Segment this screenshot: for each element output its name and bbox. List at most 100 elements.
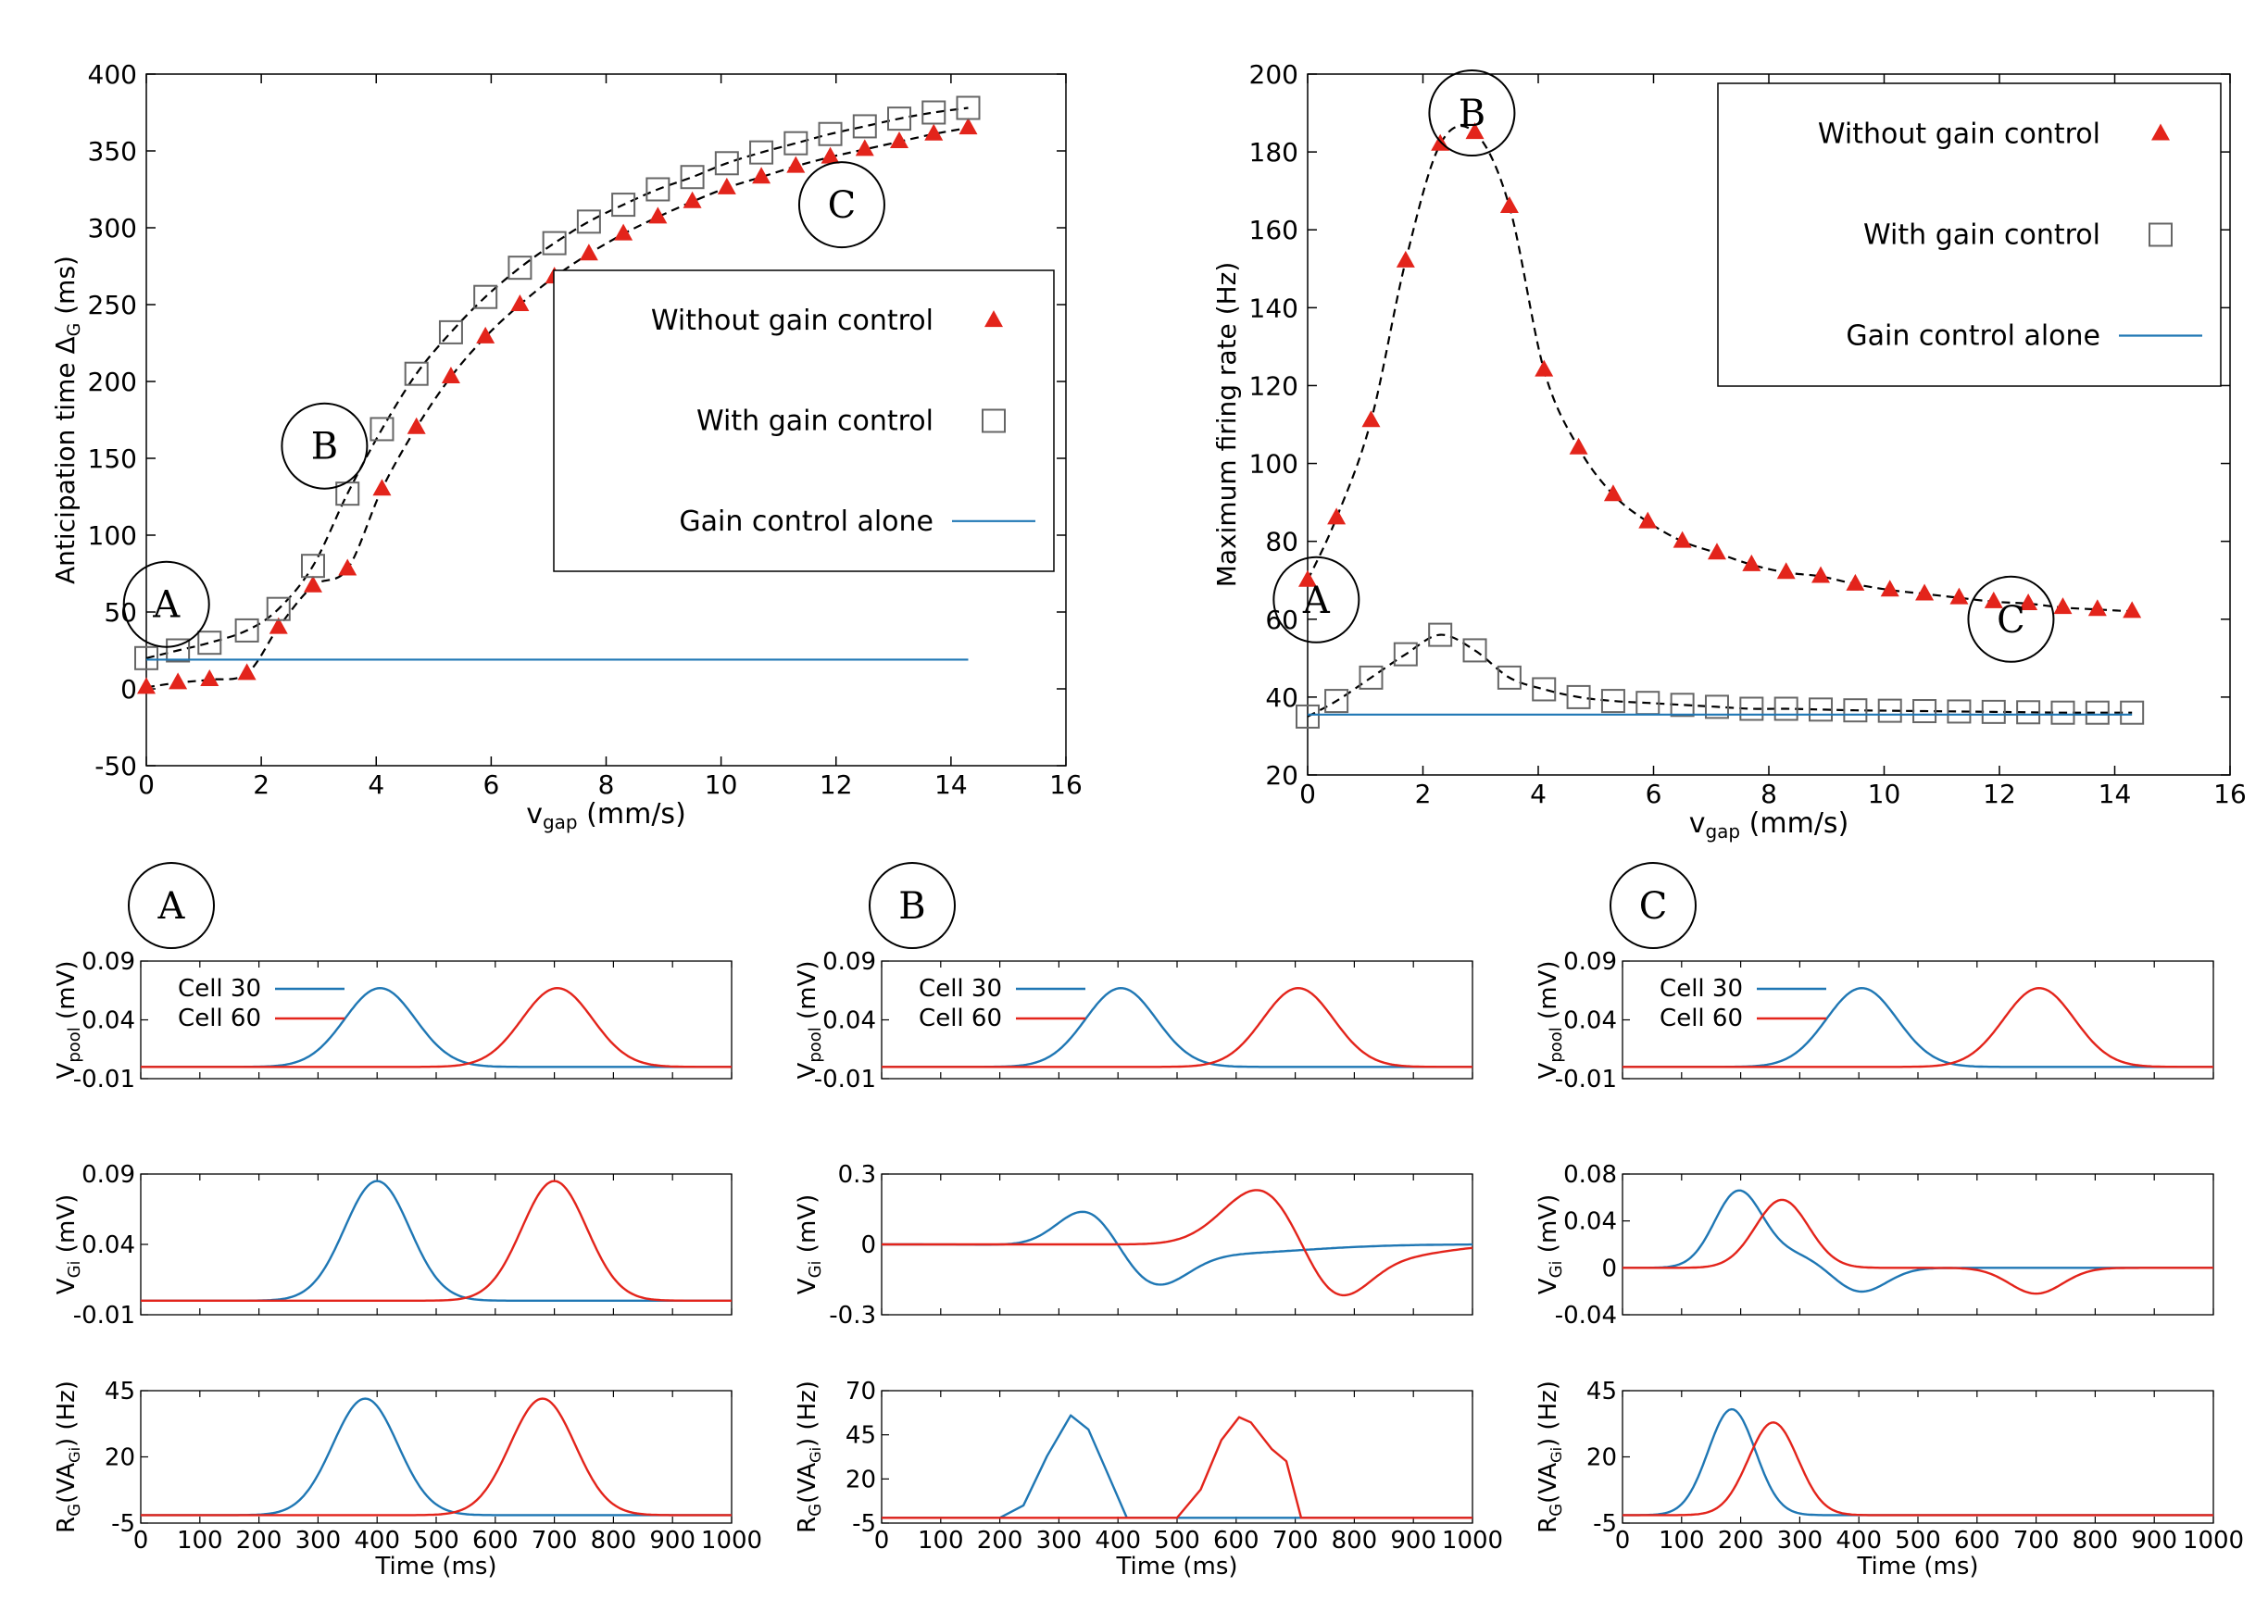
- label-part: gap: [543, 811, 578, 833]
- data-point-triangle: [1880, 580, 1899, 597]
- data-point-square: [2120, 700, 2145, 725]
- label-part: (mV): [53, 961, 81, 1028]
- x-tick-label: 0: [874, 1527, 890, 1555]
- y-tick-label: -0.04: [1555, 1302, 1617, 1330]
- data-point-triangle: [1811, 566, 1831, 583]
- data-point-square: [1739, 696, 1764, 721]
- legend-label: Cell 60: [1660, 1005, 1743, 1032]
- data-point-square: [300, 554, 325, 579]
- data-point-triangle: [890, 131, 909, 149]
- label-part: (mV): [1535, 961, 1562, 1028]
- top-right-annotation-C-circle: [1967, 575, 2055, 663]
- data-point-square: [1809, 697, 1834, 722]
- data-point-square: [818, 121, 843, 146]
- data-point-square: [2050, 700, 2075, 725]
- x-tick-label: 100: [1659, 1527, 1705, 1555]
- legend-label: Without gain control: [1818, 119, 2100, 151]
- y-tick-label: 20: [1586, 1444, 1617, 1472]
- data-point-square: [749, 140, 774, 165]
- label-part: V: [794, 1278, 821, 1294]
- data-point-square: [1532, 677, 1557, 702]
- fit-curve: [1307, 633, 2133, 718]
- x-tick-label: 900: [2131, 1527, 2177, 1555]
- label-part: pool: [65, 1027, 84, 1062]
- x-tick-label: 300: [295, 1527, 342, 1555]
- x-tick-label: 400: [1836, 1527, 1882, 1555]
- data-point-triangle: [372, 479, 392, 496]
- data-point-square: [1359, 665, 1384, 690]
- y-tick-label: 200: [88, 367, 137, 397]
- data-point-triangle: [137, 677, 156, 694]
- label-part: R: [53, 1517, 81, 1533]
- x-tick-label: 800: [1332, 1527, 1378, 1555]
- y-tick-label: 45: [1586, 1378, 1617, 1405]
- label-part: Gi: [807, 1447, 824, 1463]
- y-tick-label: 0.04: [822, 1007, 876, 1035]
- y-axis-label: Vpool (mV): [1535, 961, 1566, 1080]
- y-tick-label: 300: [88, 213, 137, 244]
- data-point-triangle: [683, 191, 702, 208]
- data-point-square: [714, 151, 739, 176]
- top-right-series-0: [1298, 122, 2142, 618]
- C-vgi-chart: 0.08 0.04 0 -0.04 VGi (mV): [1535, 1161, 2214, 1330]
- legend-label: With gain control: [1863, 219, 2100, 252]
- legend-label: Without gain control: [651, 305, 934, 337]
- label-part: Gi: [1548, 1447, 1565, 1463]
- legend-label: With gain control: [696, 406, 934, 438]
- x-tick-label: 300: [1777, 1527, 1823, 1555]
- data-point-triangle: [579, 244, 598, 261]
- data-point-triangle: [1327, 507, 1347, 525]
- data-point-square: [576, 209, 601, 234]
- B-rg-frame: [881, 1390, 1473, 1524]
- y-tick-label: 150: [88, 443, 137, 474]
- C-vpool-panel-label: C: [1610, 862, 1697, 949]
- data-point-square: [1497, 665, 1522, 690]
- x-tick-label: 8: [598, 769, 615, 800]
- y-tick-label: 0.09: [81, 948, 135, 976]
- series-line-cell-30: [1623, 1407, 2213, 1517]
- data-point-square: [166, 638, 191, 663]
- data-point-square: [1393, 642, 1418, 667]
- B-rg-chart: 70 45 20 -50 100 200 300 400 500 600 700 800 900 1000…: [794, 1378, 1503, 1580]
- x-tick-label: 0: [1299, 779, 1316, 809]
- label-part: G: [65, 1504, 84, 1517]
- series-line-cell-30: [141, 1397, 732, 1517]
- x-tick-label: 14: [934, 769, 968, 800]
- data-point-triangle: [1396, 250, 1415, 268]
- x-tick-label: 10: [705, 769, 738, 800]
- top-right-chart: 0 2 4 6 8 10 12 14 16 20 40 60 80 100 120 140 160 180 200 v…: [1211, 59, 2247, 843]
- top-right-annotation-C-text: C: [1997, 599, 2025, 642]
- data-point-square: [1912, 699, 1937, 724]
- top-right-series-1: [1296, 622, 2145, 729]
- series-line-cell-60: [141, 1180, 732, 1302]
- data-point-square: [1600, 689, 1625, 714]
- y-tick-label: 0.04: [81, 1231, 135, 1259]
- data-point-triangle: [2019, 593, 2038, 610]
- top-left-annotation-C-circle: [797, 161, 885, 249]
- legend-square-marker: [982, 408, 1006, 433]
- data-point-triangle: [407, 417, 426, 434]
- x-tick-label: 700: [1272, 1527, 1319, 1555]
- legend-label: Cell 60: [178, 1005, 261, 1032]
- fit-curve: [145, 106, 969, 659]
- series-line-cell-60: [141, 987, 732, 1068]
- y-tick-label: 20: [846, 1466, 876, 1493]
- y-tick-label: 50: [104, 597, 137, 628]
- top-right-legend: Without gain control With gain control Gai…: [1717, 82, 2222, 387]
- label-part: V: [794, 1062, 821, 1079]
- legend-label: Gain control alone: [1846, 320, 2100, 353]
- y-tick-label: 200: [1249, 59, 1298, 90]
- top-left-chart: 0 2 4 6 8 10 12 14 16-50050100150200250300350400…: [50, 59, 1083, 833]
- x-tick-label: 900: [649, 1527, 695, 1555]
- label-part: ) (Hz): [794, 1380, 821, 1447]
- B-vpool-panel-label-circle: [869, 862, 956, 949]
- y-tick-label: 60: [1265, 605, 1298, 635]
- x-tick-label: 500: [413, 1527, 459, 1555]
- data-point-triangle: [1915, 583, 1935, 601]
- data-point-triangle: [924, 123, 944, 141]
- label-part: ) (Hz): [53, 1380, 81, 1447]
- data-point-triangle: [1673, 531, 1692, 548]
